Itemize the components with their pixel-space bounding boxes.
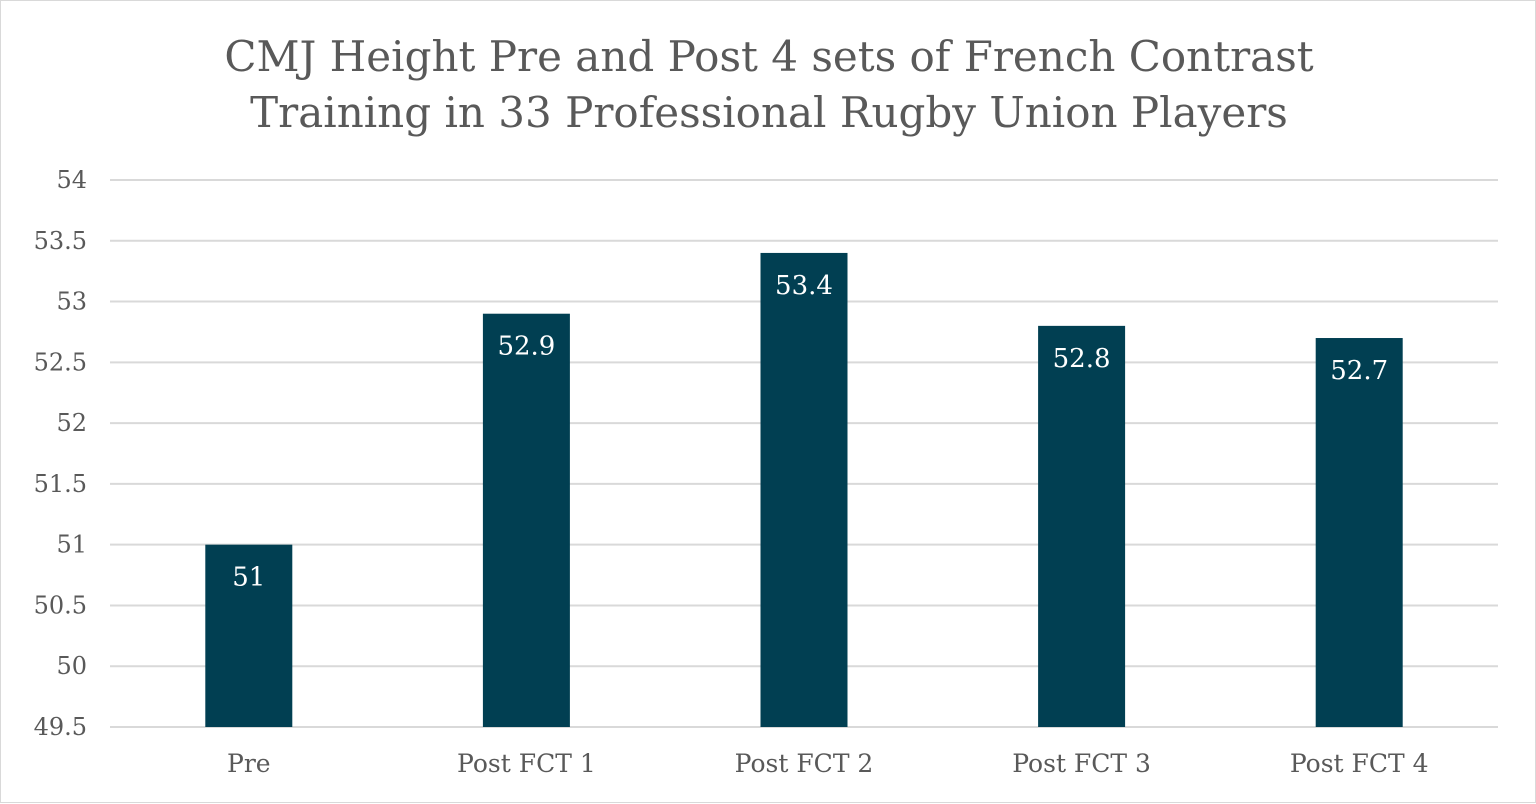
y-tick-label-7: 53 [56,288,87,316]
y-tick-label-3: 51 [56,531,87,559]
data-label-2: 53.4 [775,271,833,301]
y-tick-label-9: 54 [56,166,87,194]
category-label-4: Post FCT 4 [1290,749,1429,778]
bar-4 [1315,338,1403,727]
chart-title-line-2: Training in 33 Professional Rugby Union … [250,88,1288,137]
category-label-0: Pre [227,749,271,778]
category-label-3: Post FCT 3 [1012,749,1151,778]
category-label-2: Post FCT 2 [735,749,874,778]
data-label-1: 52.9 [497,332,555,362]
y-tick-label-6: 52.5 [34,348,87,376]
y-tick-label-4: 51.5 [34,470,87,498]
bar-0 [205,544,293,727]
x-axis-category-labels: Pre Post FCT 1 Post FCT 2 Post FCT 3 Post FC… [227,749,1429,778]
category-label-1: Post FCT 1 [457,749,596,778]
y-tick-label-2: 50.5 [34,591,87,619]
y-axis-tick-labels: 49.5 50 50.5 51 51.5 52 52.5 53 53.5 54 [34,166,87,741]
data-label-4: 52.7 [1330,356,1388,386]
y-tick-label-0: 49.5 [34,713,87,741]
bar-3 [1038,325,1126,727]
data-label-3: 52.8 [1053,344,1111,374]
bar-1 [482,313,570,727]
y-tick-label-1: 50 [56,652,87,680]
data-label-0: 51 [232,563,265,593]
chart-title-line-1: CMJ Height Pre and Post 4 sets of French… [224,32,1314,81]
bars: 51 52.9 53.4 52.8 52.7 [205,252,1403,727]
chart-title: CMJ Height Pre and Post 4 sets of French… [1,29,1536,141]
y-tick-label-5: 52 [56,409,87,437]
y-tick-label-8: 53.5 [34,227,87,255]
bar-2 [760,252,848,727]
